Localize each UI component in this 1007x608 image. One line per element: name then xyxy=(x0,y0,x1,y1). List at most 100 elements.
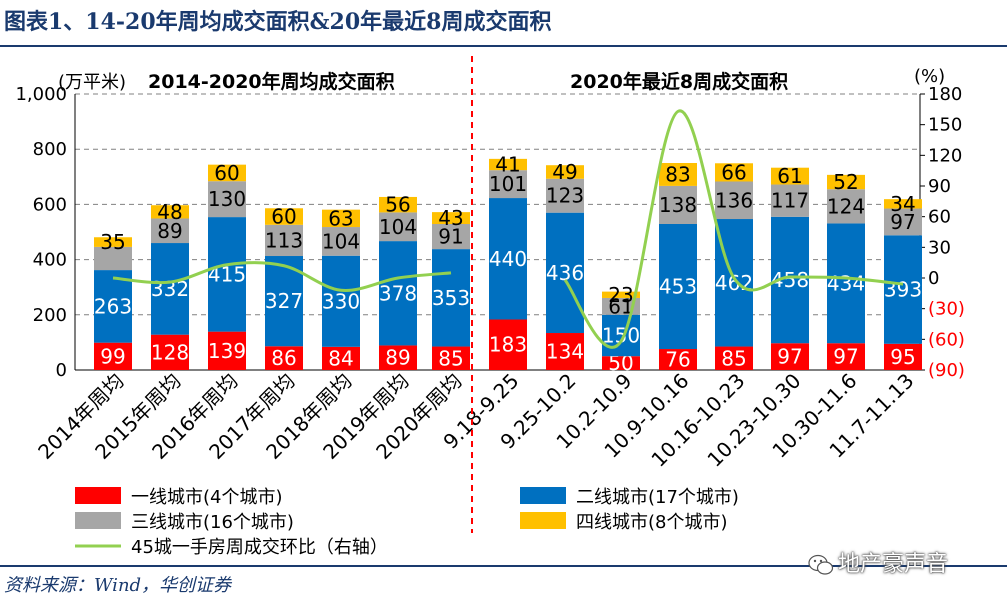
bar-value-label: 43 xyxy=(438,206,463,230)
bar-tier4 xyxy=(602,291,640,298)
bar-value-label: 128 xyxy=(151,340,189,364)
legend-label: 三线城市(16个城市) xyxy=(131,512,294,533)
bar-tier3 xyxy=(432,223,470,250)
bar-value-label: 89 xyxy=(157,219,182,243)
bar-tier3 xyxy=(546,178,584,213)
bar-tier4 xyxy=(94,237,132,247)
legend-swatch-tier2 xyxy=(520,487,566,504)
legend-label: 二线城市(17个城市) xyxy=(576,487,739,508)
right-axis-unit: (%) xyxy=(914,66,945,87)
bar-tier3 xyxy=(94,246,132,271)
bar-tier3 xyxy=(265,224,303,257)
bar-value-label: 41 xyxy=(495,153,520,177)
bar-tier1 xyxy=(265,346,303,370)
bar-tier2 xyxy=(94,270,132,343)
bar-value-label: 104 xyxy=(322,229,360,253)
bar-value-label: 138 xyxy=(659,193,697,217)
right-axis-tick: (30) xyxy=(928,299,965,320)
bar-tier1 xyxy=(827,343,865,370)
bar-value-label: 327 xyxy=(265,289,303,313)
bar-value-label: 52 xyxy=(833,170,858,194)
left-axis-tick: 200 xyxy=(33,305,67,326)
bar-value-label: 66 xyxy=(721,160,746,184)
left-axis-tick: 400 xyxy=(33,250,67,271)
bar-value-label: 83 xyxy=(665,162,690,186)
right-axis-tick: 120 xyxy=(928,145,962,166)
bar-value-label: 86 xyxy=(271,346,296,370)
bar-tier1 xyxy=(884,343,922,370)
right-axis-tick: 0 xyxy=(928,268,939,289)
bar-value-label: 84 xyxy=(328,346,353,370)
bar-tier4 xyxy=(432,212,470,224)
right-axis-tick: (90) xyxy=(928,360,965,381)
bar-value-label: 117 xyxy=(771,189,809,213)
bar-value-label: 134 xyxy=(546,340,584,364)
bar-tier4 xyxy=(208,164,246,182)
bar-tier4 xyxy=(151,205,189,219)
bar-tier2 xyxy=(208,217,246,332)
bar-tier4 xyxy=(379,196,417,213)
bar-value-label: 462 xyxy=(715,271,753,295)
bar-tier1 xyxy=(489,319,527,370)
bar-tier3 xyxy=(715,181,753,220)
line-series-wow xyxy=(563,109,904,349)
bar-value-label: 130 xyxy=(208,187,246,211)
source-rule xyxy=(0,565,1007,567)
right-axis-tick: 150 xyxy=(928,115,962,136)
legend-label: 45城一手房周成交环比（右轴） xyxy=(131,537,388,558)
panel-right-title: 2020年最近8周成交面积 xyxy=(570,70,788,93)
right-axis-tick: 60 xyxy=(928,207,951,228)
bar-value-label: 330 xyxy=(322,289,360,313)
bar-tier1 xyxy=(602,356,640,370)
bar-value-label: 263 xyxy=(94,294,132,318)
bar-value-label: 104 xyxy=(379,215,417,239)
bar-tier2 xyxy=(827,223,865,344)
right-axis-tick: 90 xyxy=(928,176,951,197)
bar-value-label: 95 xyxy=(890,345,915,369)
bar-value-label: 48 xyxy=(157,200,182,224)
bar-tier2 xyxy=(432,249,470,347)
bar-value-label: 353 xyxy=(432,286,470,310)
bar-value-label: 89 xyxy=(385,346,410,370)
bar-value-label: 434 xyxy=(827,271,865,295)
left-axis-tick: 800 xyxy=(33,139,67,160)
bar-tier3 xyxy=(827,189,865,224)
bar-tier1 xyxy=(715,346,753,370)
bar-value-label: 97 xyxy=(890,210,915,234)
bar-value-label: 113 xyxy=(265,228,303,252)
bar-tier2 xyxy=(602,314,640,357)
source-note: 资料来源：Wind，华创证券 xyxy=(4,575,232,596)
bar-tier4 xyxy=(489,158,527,171)
bar-value-label: 60 xyxy=(271,205,296,229)
bar-tier1 xyxy=(546,333,584,370)
bar-tier4 xyxy=(771,167,809,185)
watermark: 地产豪声音 xyxy=(808,548,948,582)
bar-tier1 xyxy=(94,342,132,370)
bar-value-label: 49 xyxy=(552,160,577,184)
bar-value-label: 35 xyxy=(100,230,125,254)
bar-value-label: 124 xyxy=(827,194,865,218)
bar-value-label: 34 xyxy=(890,192,915,216)
legend-label: 一线城市(4个城市) xyxy=(131,487,283,508)
bar-value-label: 97 xyxy=(777,345,802,369)
bar-value-label: 99 xyxy=(100,344,125,368)
bar-tier3 xyxy=(379,212,417,242)
bar-value-label: 183 xyxy=(489,333,527,357)
bar-value-label: 60 xyxy=(214,161,239,185)
bar-value-label: 63 xyxy=(328,206,353,230)
bar-tier2 xyxy=(489,198,527,320)
bar-tier1 xyxy=(659,349,697,370)
bar-value-label: 91 xyxy=(438,225,463,249)
bar-tier2 xyxy=(884,235,922,344)
left-axis-tick: 0 xyxy=(56,360,67,381)
bar-value-label: 440 xyxy=(489,247,527,271)
bar-tier3 xyxy=(884,208,922,236)
wechat-icon xyxy=(808,554,834,575)
right-axis-tick: 30 xyxy=(928,237,951,258)
right-axis-tick: 180 xyxy=(928,84,962,105)
bar-tier4 xyxy=(322,209,360,228)
bar-value-label: 139 xyxy=(208,339,246,363)
bar-tier3 xyxy=(771,184,809,217)
bar-tier3 xyxy=(322,227,360,256)
bar-tier2 xyxy=(322,255,360,347)
